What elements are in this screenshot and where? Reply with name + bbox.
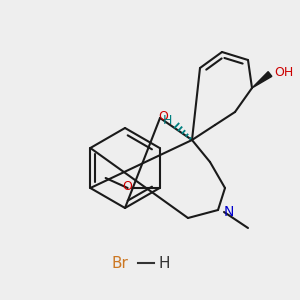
Text: O: O [158,110,168,122]
Polygon shape [252,72,272,88]
Text: O: O [123,181,133,194]
Text: Br: Br [112,256,128,271]
Text: OH: OH [274,65,293,79]
Text: N: N [224,205,234,219]
Text: H: H [162,115,172,128]
Text: H: H [158,256,170,271]
